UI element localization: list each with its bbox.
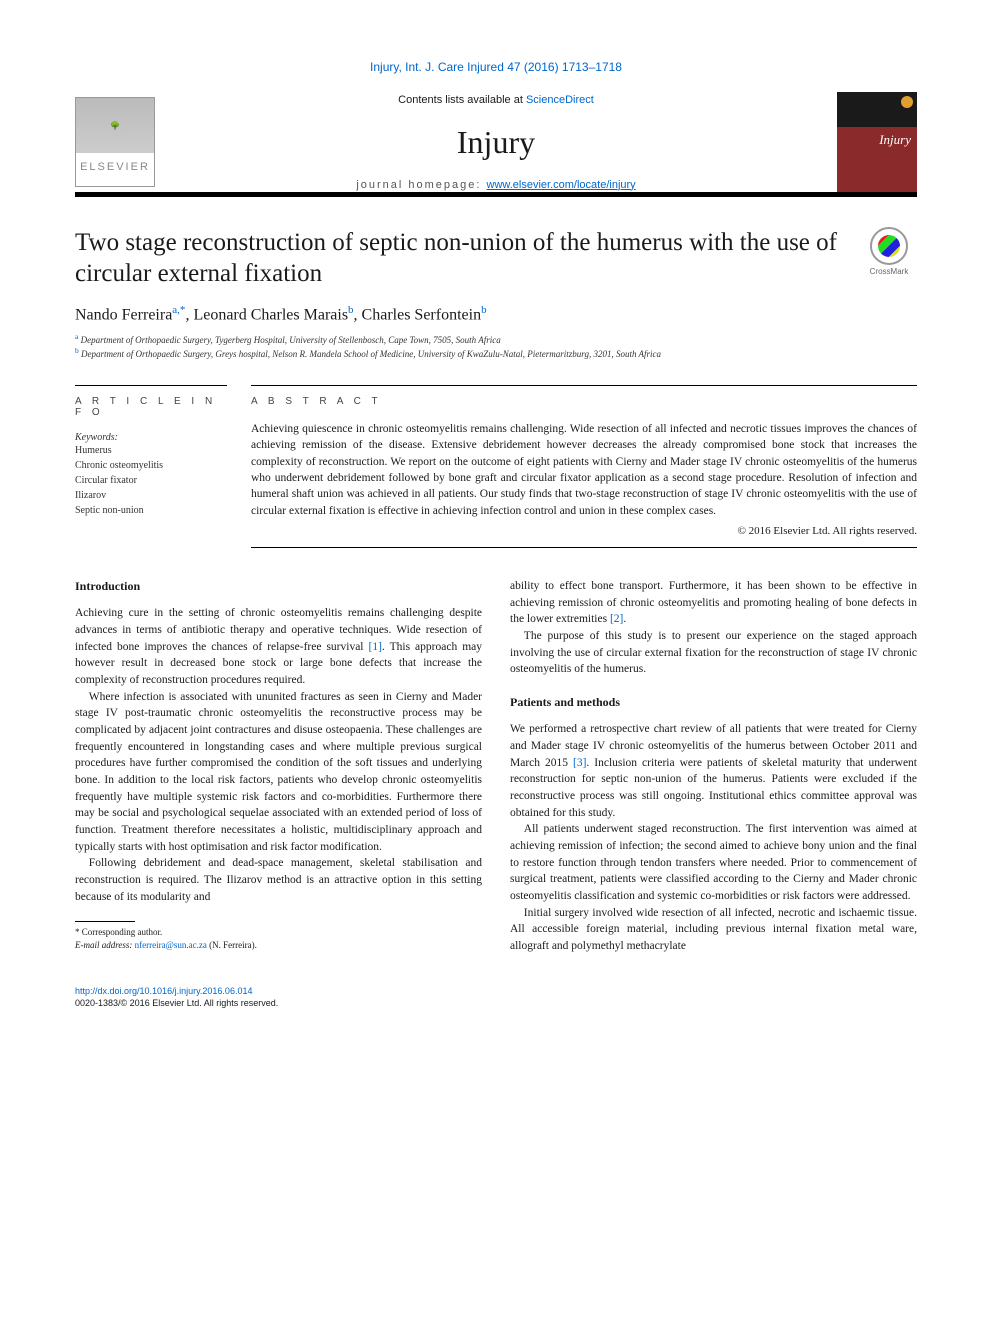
left-column: Introduction Achieving cure in the setti… (75, 578, 482, 955)
article-info-label: A R T I C L E I N F O (75, 385, 227, 418)
crossmark-label: CrossMark (861, 267, 917, 276)
body-text: Following debridement and dead-space man… (75, 855, 482, 905)
author-name: Charles Serfontein (362, 306, 482, 323)
abstract-copyright: © 2016 Elsevier Ltd. All rights reserved… (251, 525, 917, 537)
body-columns: Introduction Achieving cure in the setti… (75, 578, 917, 955)
author-name: Nando Ferreira (75, 306, 172, 323)
abstract-text: Achieving quiescence in chronic osteomye… (251, 421, 917, 519)
author-sup: a,* (172, 304, 185, 316)
author-email-link[interactable]: nferreira@sun.ac.za (135, 940, 207, 950)
authors-line: Nando Ferreiraa,*, Leonard Charles Marai… (75, 304, 917, 324)
keywords-head: Keywords: (75, 432, 227, 443)
citation-ref[interactable]: [3] (573, 757, 586, 769)
crossmark-icon (870, 227, 908, 265)
body-text: The purpose of this study is to present … (510, 628, 917, 678)
keyword: Humerus (75, 443, 227, 458)
right-column: ability to effect bone transport. Furthe… (510, 578, 917, 955)
author-sup: b (481, 304, 487, 316)
keyword: Septic non-union (75, 503, 227, 518)
citation-ref[interactable]: [1] (369, 641, 382, 653)
author-name: Leonard Charles Marais (193, 306, 348, 323)
intro-heading: Introduction (75, 578, 482, 595)
journal-name: Injury (165, 124, 827, 161)
email-label: E-mail address: (75, 940, 135, 950)
journal-cover-thumb: Injury (837, 92, 917, 192)
abstract-rule (251, 547, 917, 548)
body-text: Where infection is associated with ununi… (75, 689, 482, 856)
author-sep: , (354, 306, 362, 323)
journal-homepage: journal homepage: www.elsevier.com/locat… (165, 179, 827, 191)
running-head: Injury, Int. J. Care Injured 47 (2016) 1… (75, 60, 917, 74)
patients-methods-heading: Patients and methods (510, 694, 917, 711)
affiliation-b: Department of Orthopaedic Surgery, Greys… (79, 349, 661, 359)
keyword: Ilizarov (75, 488, 227, 503)
masthead: 🌳 ELSEVIER Contents lists available at S… (75, 92, 917, 197)
issn-copyright: 0020-1383/© 2016 Elsevier Ltd. All right… (75, 998, 278, 1008)
body-text: . (623, 613, 626, 625)
cover-title: Injury (879, 132, 911, 148)
article-title: Two stage reconstruction of septic non-u… (75, 227, 843, 290)
doi-link[interactable]: http://dx.doi.org/10.1016/j.injury.2016.… (75, 986, 252, 996)
email-who: (N. Ferreira). (207, 940, 257, 950)
corresponding-author: * Corresponding author. (75, 926, 482, 939)
citation-ref[interactable]: [2] (610, 613, 623, 625)
doi-block: http://dx.doi.org/10.1016/j.injury.2016.… (75, 985, 917, 1010)
abstract-label: A B S T R A C T (251, 385, 917, 407)
publisher-logo: 🌳 ELSEVIER (75, 97, 155, 187)
keyword: Chronic osteomyelitis (75, 458, 227, 473)
homepage-link[interactable]: www.elsevier.com/locate/injury (487, 179, 636, 191)
publisher-name: ELSEVIER (76, 153, 154, 173)
contents-available: Contents lists available at ScienceDirec… (165, 94, 827, 106)
sciencedirect-link[interactable]: ScienceDirect (526, 94, 594, 106)
footnote-rule (75, 921, 135, 922)
homepage-prefix: journal homepage: (356, 179, 486, 191)
body-text: Initial surgery involved wide resection … (510, 905, 917, 955)
affiliation-a: Department of Orthopaedic Surgery, Tyger… (78, 335, 500, 345)
keyword: Circular fixator (75, 473, 227, 488)
body-text: All patients underwent staged reconstruc… (510, 821, 917, 904)
contents-prefix: Contents lists available at (398, 94, 526, 106)
keywords-list: Humerus Chronic osteomyelitis Circular f… (75, 443, 227, 518)
body-text: ability to effect bone transport. Furthe… (510, 580, 917, 625)
affiliations: a Department of Orthopaedic Surgery, Tyg… (75, 332, 917, 361)
crossmark-badge[interactable]: CrossMark (861, 227, 917, 276)
